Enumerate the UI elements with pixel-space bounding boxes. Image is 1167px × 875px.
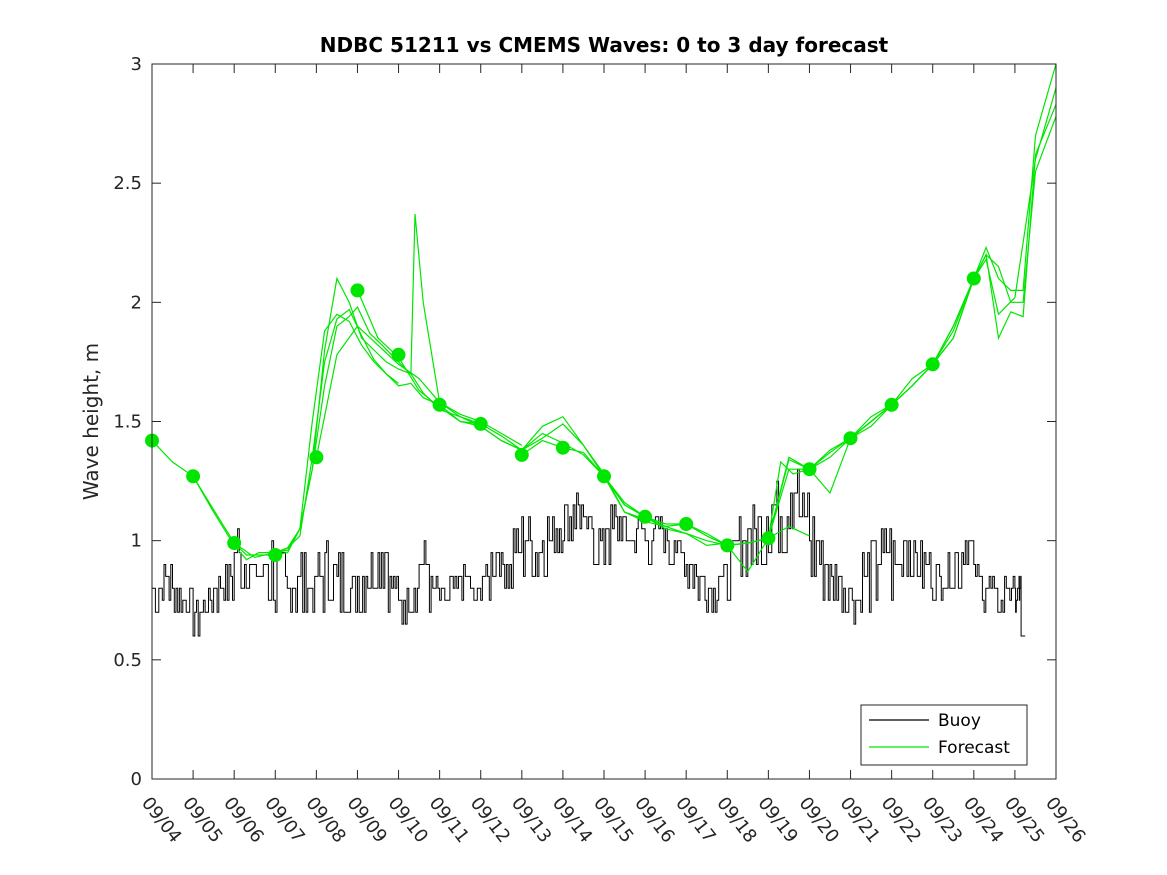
- forecast-marker: [597, 469, 611, 484]
- forecast-marker: [638, 509, 653, 524]
- forecast-marker: [555, 440, 570, 455]
- forecast-marker: [802, 462, 817, 477]
- y-tick-label: 3: [131, 54, 142, 75]
- legend-label-forecast: Forecast: [938, 738, 1010, 758]
- forecast-marker: [514, 447, 529, 462]
- forecast-marker: [473, 416, 488, 431]
- buoy-series-layer: [152, 468, 1026, 637]
- forecast-marker: [432, 397, 447, 412]
- forecast-marker: [884, 397, 899, 412]
- forecast-marker: [761, 531, 776, 546]
- y-tick-label: 1.5: [113, 412, 142, 433]
- forecast-marker: [679, 517, 694, 531]
- y-tick-label: 0.5: [113, 650, 142, 671]
- chart-title: NDBC 51211 vs CMEMS Waves: 0 to 3 day fo…: [320, 33, 889, 57]
- forecast-marker: [391, 347, 406, 362]
- forecast-markers-layer: [145, 271, 981, 562]
- y-tick-label: 1: [131, 531, 142, 552]
- forecast-series-layer: [151, 63, 1057, 573]
- forecast-marker: [309, 450, 324, 465]
- y-tick-label: 2: [131, 292, 142, 313]
- forecast-marker: [227, 536, 242, 550]
- forecast-marker: [843, 431, 858, 446]
- forecast-run-line-12: [932, 104, 1057, 365]
- legend-box: [860, 704, 1028, 766]
- forecast-marker: [720, 538, 735, 553]
- legend: Buoy Forecast: [860, 704, 1028, 766]
- forecast-marker: [925, 357, 940, 372]
- forecast-marker: [966, 271, 981, 286]
- forecast-run-line-3: [274, 214, 523, 556]
- forecast-marker: [186, 469, 201, 484]
- forecast-marker: [268, 548, 283, 562]
- y-tick-label: 2.5: [113, 173, 142, 194]
- y-axis-label: Wave height, m: [79, 343, 103, 500]
- plot-area: [152, 64, 1056, 779]
- buoy-line: [152, 468, 1026, 637]
- legend-label-buoy: Buoy: [938, 711, 981, 731]
- forecast-marker: [350, 283, 365, 298]
- y-tick-label: 0: [131, 769, 142, 790]
